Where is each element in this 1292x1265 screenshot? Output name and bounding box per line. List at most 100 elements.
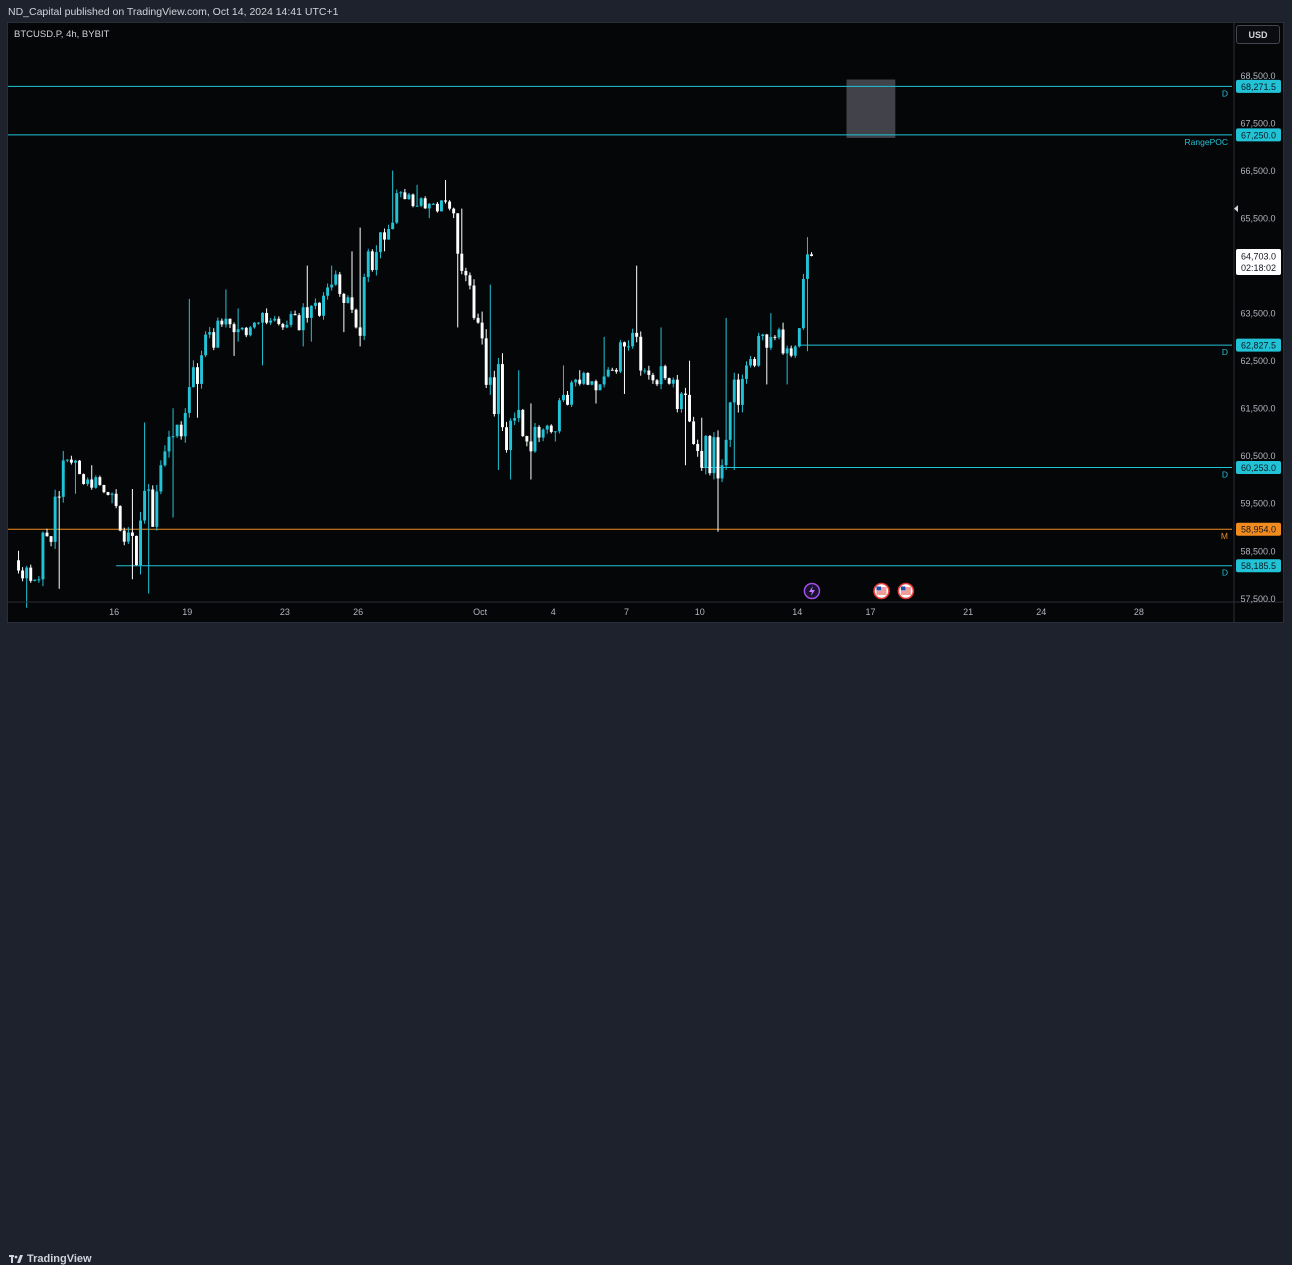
- candle-71: [305, 265, 309, 323]
- candle-128: [537, 425, 541, 443]
- candle-189: [785, 345, 789, 385]
- last-price-label: 64,703.0 02:18:02: [1236, 248, 1281, 275]
- candle-4: [33, 579, 37, 582]
- candle-146: [610, 367, 614, 371]
- candle-62: [269, 317, 273, 325]
- axes: 68,500.0 67,500.0 66,500.0 65,500.0 63,500.0…: [8, 23, 1283, 622]
- level-price-text-2: 62,827.5: [1241, 341, 1276, 351]
- candle-30: [139, 511, 142, 575]
- time-tick-10: 21: [963, 607, 973, 617]
- candle-6: [41, 531, 45, 587]
- candle-166: [692, 416, 696, 445]
- candle-124: [521, 408, 525, 438]
- us-flag-event-icon[interactable]: [873, 582, 890, 600]
- candle-114: [480, 311, 484, 345]
- candle-145: [606, 367, 610, 378]
- candle-127: [533, 423, 537, 453]
- candle-77: [330, 265, 334, 291]
- candle-17: [86, 477, 90, 487]
- candle-11: [61, 450, 65, 503]
- candle-148: [618, 339, 622, 374]
- candle-88: [374, 245, 378, 276]
- time-tick-9: 17: [865, 607, 875, 617]
- candle-74: [318, 302, 321, 317]
- level-lines: D 68,271.5 RangePOC 67,250.0 D 62,827.5 D 60,25…: [8, 79, 1281, 578]
- candle-65: [281, 322, 285, 330]
- candle-101: [427, 203, 431, 219]
- event-markers[interactable]: [803, 582, 915, 600]
- candle-110: [464, 267, 468, 282]
- time-tick-6: 7: [624, 607, 629, 617]
- candle-42: [187, 298, 191, 418]
- candle-138: [578, 370, 582, 386]
- range-box[interactable]: [846, 79, 896, 138]
- candle-137: [574, 378, 578, 387]
- candle-85: [362, 273, 366, 341]
- candle-194: [806, 237, 809, 352]
- us-flag-event-icon[interactable]: [897, 582, 915, 600]
- candle-158: [659, 327, 663, 390]
- candle-97: [411, 193, 415, 208]
- level-tag-3: D: [1222, 469, 1228, 479]
- candle-76: [326, 283, 330, 300]
- candle-136: [570, 380, 574, 408]
- candle-178: [740, 374, 744, 413]
- candle-33: [151, 485, 155, 527]
- candle-14: [74, 459, 77, 494]
- candle-84: [358, 227, 362, 347]
- candle-108: [456, 213, 460, 328]
- candle-111: [468, 272, 472, 290]
- candle-141: [590, 381, 594, 386]
- candle-115: [484, 329, 488, 389]
- candle-105: [444, 180, 447, 204]
- candle-169: [704, 434, 708, 475]
- level-price-label-2: 62,827.5: [1236, 338, 1281, 352]
- level-price-label-4: 58,954.0: [1236, 522, 1281, 536]
- level-price-text-1: 67,250.0: [1241, 130, 1276, 140]
- candle-139: [582, 371, 586, 386]
- symbol-info[interactable]: BTCUSD.P, 4h, BYBIT: [14, 29, 110, 40]
- candle-22: [106, 491, 110, 496]
- candle-157: [655, 378, 659, 387]
- candle-60: [261, 312, 264, 366]
- candle-119: [501, 353, 504, 432]
- candle-12: [65, 459, 69, 463]
- lightning-event-icon[interactable]: [803, 582, 821, 600]
- level-price-text-5: 58,185.5: [1241, 561, 1276, 571]
- candle-96: [407, 193, 411, 200]
- candle-182: [757, 332, 761, 367]
- candle-125: [525, 435, 529, 447]
- candle-80: [342, 292, 346, 333]
- candle-24: [114, 489, 118, 509]
- candle-7: [45, 528, 49, 537]
- chart-frame[interactable]: [7, 22, 1284, 623]
- candle-32: [147, 484, 151, 594]
- candle-106: [448, 200, 452, 211]
- candle-176: [732, 372, 736, 470]
- price-tick-2: 66,500.0: [1240, 166, 1275, 176]
- candle-192: [797, 327, 801, 348]
- candle-67: [289, 311, 293, 328]
- candle-155: [647, 365, 651, 380]
- candle-172: [716, 430, 720, 532]
- candle-40: [179, 421, 183, 440]
- tradingview-brand[interactable]: TradingView: [9, 1253, 92, 1265]
- candle-44: [196, 363, 199, 418]
- price-chart[interactable]: D 68,271.5 RangePOC 67,250.0 D 62,827.5 D 60,25…: [0, 0, 1292, 651]
- tradingview-logo-icon: [9, 1255, 23, 1263]
- candle-171: [712, 432, 716, 480]
- candle-118: [496, 357, 500, 470]
- time-tick-7: 10: [695, 607, 705, 617]
- candle-10: [57, 490, 61, 589]
- price-tick-4: 63,500.0: [1240, 309, 1275, 319]
- candle-36: [163, 445, 167, 467]
- candle-16: [82, 473, 86, 485]
- candle-177: [736, 373, 740, 413]
- candle-59: [257, 322, 260, 325]
- time-tick-8: 14: [792, 607, 802, 617]
- candle-131: [549, 424, 553, 434]
- currency-button[interactable]: USD: [1236, 25, 1280, 44]
- candle-94: [399, 191, 403, 198]
- candle-102: [431, 203, 435, 205]
- candle-151: [631, 328, 635, 349]
